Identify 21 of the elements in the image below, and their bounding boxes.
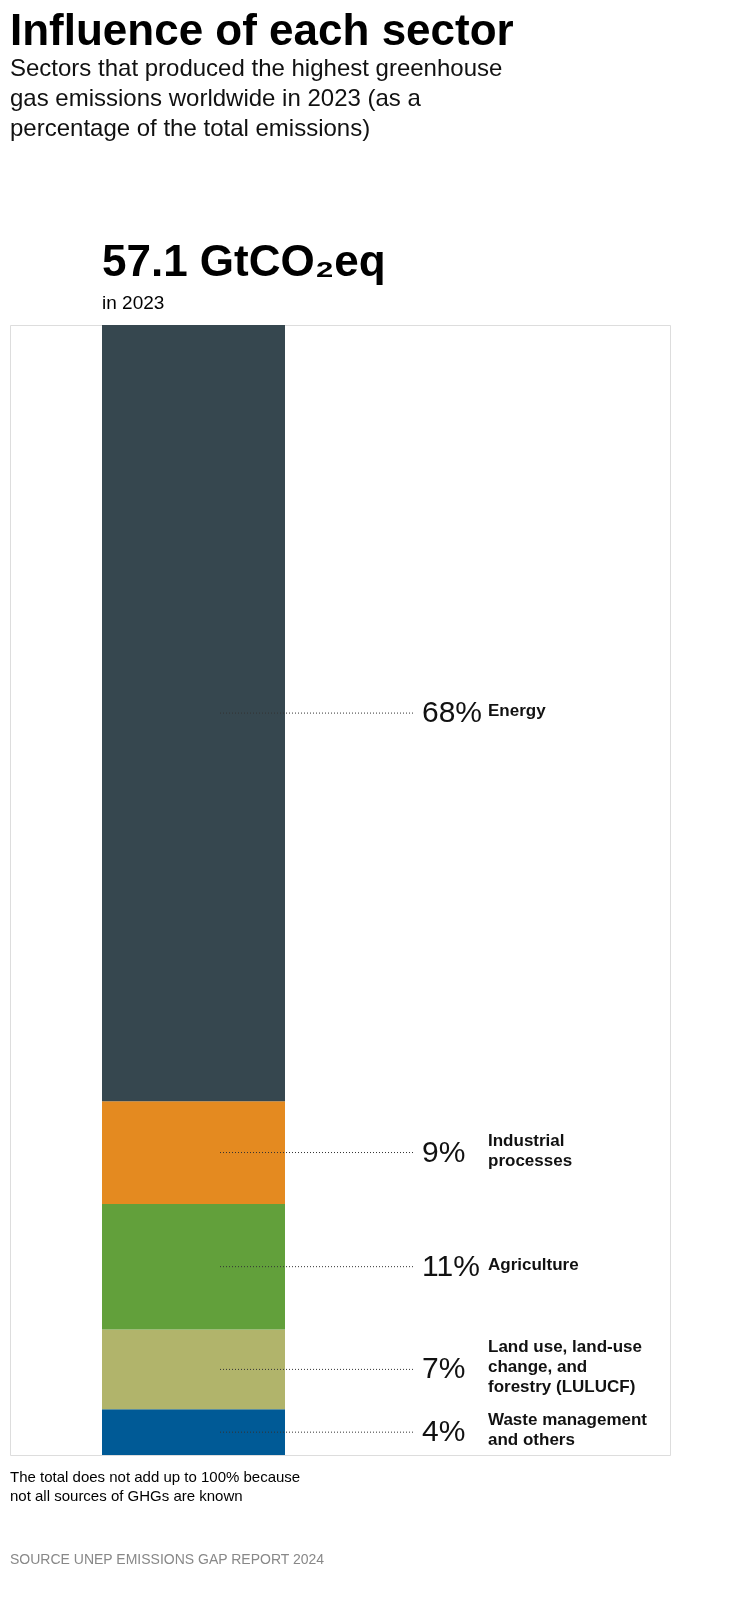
data-label: 4% [422, 1414, 466, 1448]
text: The total does not add up to 100% because not all sources of GHGs are known [10, 1468, 301, 1504]
text: Energy [488, 701, 547, 721]
data-label: 9% [422, 1134, 466, 1168]
data-label: 7% [422, 1351, 466, 1385]
bar [102, 1203, 285, 1330]
text: Agriculture [488, 1254, 579, 1274]
text: in 2023 [102, 292, 165, 313]
text: Industrial processes [488, 1130, 573, 1170]
bar [102, 325, 285, 1102]
bar [102, 1101, 285, 1204]
data-label: 11% [422, 1248, 480, 1282]
chart-subtitle: Sectors that produced the highest greenhouse gas emissions worldwide in 2023 (as a percentage of the total emissions) [10, 54, 503, 141]
text: Land use, land-use change, and forestry (LULUCF) [488, 1337, 642, 1397]
bar [102, 1409, 285, 1455]
text: Waste management and others [488, 1410, 648, 1450]
bar [102, 1329, 285, 1410]
chart-title: Influence of each sector [10, 5, 514, 54]
source-note: SOURCE UNEP EMISSIONS GAP REPORT 2024 [10, 1551, 325, 1567]
text: 57.1 GtCO₂eq [102, 236, 386, 285]
data-label: 68% [422, 695, 483, 729]
